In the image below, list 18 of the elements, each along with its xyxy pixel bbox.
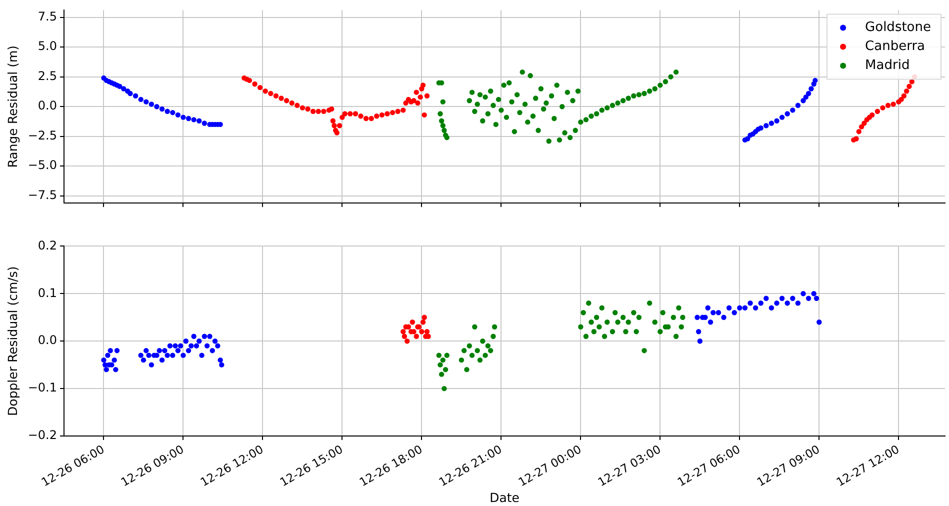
x-axis-title: Date <box>490 490 520 505</box>
legend-label: Madrid <box>865 58 910 74</box>
y-axis-title: Range Residual (m) <box>4 45 20 168</box>
y-tick-label: −0.2 <box>28 428 57 442</box>
y-tick-label: 0.0 <box>38 333 57 348</box>
legend-label: Canberra <box>865 39 926 54</box>
legend-label: Goldstone <box>865 20 931 36</box>
y-tick-label: −0.1 <box>28 380 57 395</box>
y-tick-label: 5.0 <box>38 39 57 54</box>
y-tick-label: 7.5 <box>38 9 57 24</box>
y-tick-label: 0.0 <box>38 98 57 113</box>
y-tick-label: 0.2 <box>38 238 57 252</box>
y-tick-label: 0.1 <box>38 286 57 300</box>
y-tick-label: 2.5 <box>38 68 57 83</box>
y-tick-label: −5.0 <box>28 158 57 172</box>
y-tick-label: −7.5 <box>28 188 57 202</box>
y-tick-label: −2.5 <box>28 128 57 142</box>
y-axis-title: Doppler Residual (cm/s) <box>4 266 20 416</box>
